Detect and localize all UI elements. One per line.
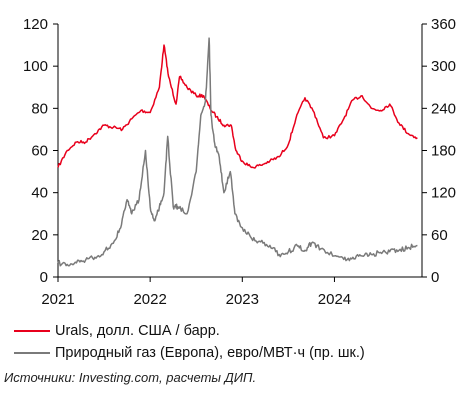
legend-label-gas: Природный газ (Европа), евро/МВТ·ч (пр. … — [55, 345, 365, 361]
legend-swatch-urals — [14, 330, 50, 332]
legend-item-urals: Urals, долл. США / барр. — [14, 323, 220, 339]
axis-lines — [57, 24, 423, 278]
x-tick-label: 2022 — [133, 291, 166, 308]
y-right-tick-label: 300 — [431, 58, 456, 75]
legend-swatch-gas — [14, 352, 50, 354]
legend-label-urals: Urals, долл. США / барр. — [55, 323, 220, 339]
series-layer — [57, 37, 418, 267]
series-line-urals — [57, 44, 418, 169]
y-left-tick-label: 20 — [31, 227, 48, 244]
y-right-tick-label: 120 — [431, 185, 456, 202]
y-right-tick-label: 60 — [431, 227, 448, 244]
y-left-tick-label: 80 — [31, 100, 48, 117]
y-right-tick-label: 360 — [431, 16, 456, 33]
source-note: Источники: Investing.com, расчеты ДИП. — [4, 370, 257, 385]
x-tick-label: 2021 — [41, 291, 74, 308]
y-left-tick-label: 60 — [31, 143, 48, 160]
y-left-tick-label: 100 — [23, 58, 48, 75]
y-left-tick-label: 120 — [23, 16, 48, 33]
y-left-tick-label: 0 — [40, 269, 48, 286]
y-right-tick-label: 180 — [431, 143, 456, 160]
ticks-layer: 0 20 40 60 80 100 120 0 60 120 180 240 300 360 2021 202… — [23, 16, 456, 308]
y-right-tick-label: 240 — [431, 100, 456, 117]
y-left-tick-label: 40 — [31, 185, 48, 202]
y-right-tick-label: 0 — [431, 269, 439, 286]
series-line-gas — [57, 37, 418, 267]
x-tick-label: 2023 — [226, 291, 259, 308]
x-tick-label: 2024 — [318, 291, 351, 308]
legend-item-gas: Природный газ (Европа), евро/МВТ·ч (пр. … — [14, 345, 365, 361]
